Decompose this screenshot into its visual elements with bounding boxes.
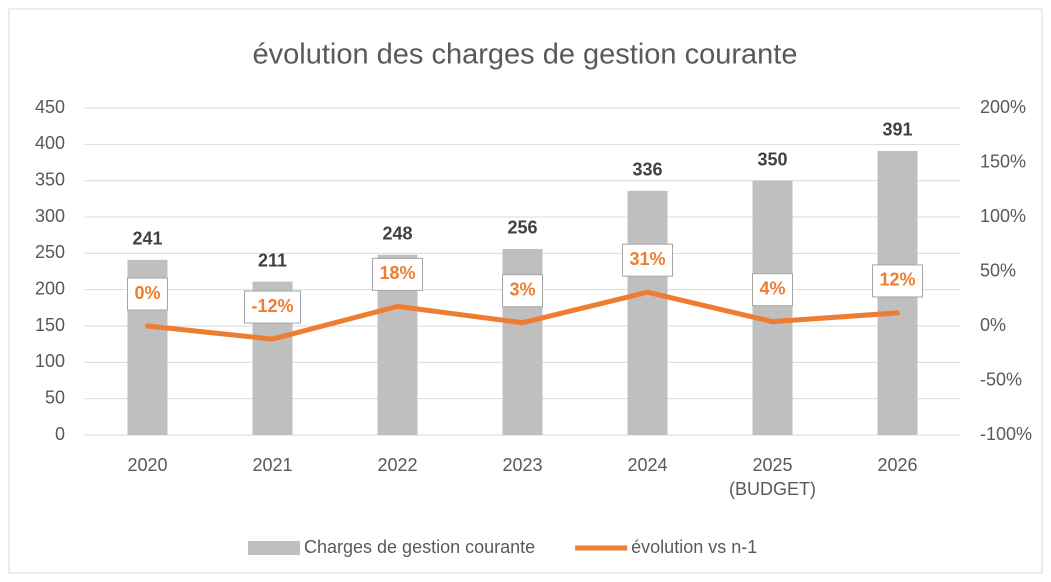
bar: [627, 190, 668, 435]
y2-tick-label: 100%: [980, 206, 1026, 226]
chart-title: évolution des charges de gestion courant…: [253, 39, 798, 71]
bar-value-label: 336: [632, 160, 662, 180]
legend-swatch: [248, 541, 300, 555]
x-tick-label: 2024: [627, 455, 668, 475]
data-label-box: [243, 290, 302, 324]
y-tick-label: 400: [35, 133, 65, 153]
line-value-label: 18%: [379, 263, 415, 283]
y2-tick-label: 150%: [980, 151, 1026, 171]
x-tick-label: 2020: [127, 455, 168, 475]
line-value-label: 3%: [509, 279, 535, 299]
y-tick-label: 50: [45, 387, 65, 407]
x-tick-label: 2023: [502, 455, 543, 475]
bar-value-label: 248: [382, 224, 412, 244]
x-tick-label: 2022: [377, 455, 418, 475]
x-tick-label: 2021: [252, 455, 293, 475]
data-label-box: [501, 274, 544, 308]
y-tick-label: 250: [35, 242, 65, 262]
data-label-box: [126, 277, 169, 311]
data-label-box: [751, 273, 794, 307]
y-tick-label: 200: [35, 278, 65, 298]
x-tick-label: 2026: [877, 455, 918, 475]
x-tick-label: 2025 (BUDGET): [729, 455, 816, 499]
bar-value-label: 211: [258, 250, 287, 270]
y-tick-label: 300: [35, 206, 65, 226]
line-value-label: 0%: [134, 283, 160, 303]
bar: [752, 180, 793, 435]
data-label-box: [371, 257, 424, 291]
y2-tick-label: 200%: [980, 97, 1026, 117]
bar-value-label: 241: [132, 229, 162, 249]
y2-tick-label: -100%: [980, 424, 1032, 444]
y-tick-label: 450: [35, 97, 65, 117]
line-value-label: 12%: [879, 270, 915, 290]
y-tick-label: 0: [55, 424, 65, 444]
bar-value-label: 391: [882, 120, 912, 140]
line-value-label: 31%: [629, 249, 665, 269]
line-value-label: -12%: [251, 296, 293, 316]
legend-label: Charges de gestion courante: [304, 537, 535, 557]
bar-value-label: 350: [757, 149, 787, 169]
bar-value-label: 256: [507, 218, 537, 238]
y-tick-label: 350: [35, 169, 65, 189]
y-tick-label: 100: [35, 351, 65, 371]
data-label-box: [871, 264, 924, 298]
y2-tick-label: 50%: [980, 260, 1016, 280]
y2-tick-label: 0%: [980, 315, 1006, 335]
y-tick-label: 150: [35, 315, 65, 335]
legend-label: évolution vs n-1: [631, 537, 757, 557]
line-value-label: 4%: [759, 278, 785, 298]
y2-tick-label: -50%: [980, 369, 1022, 389]
line: [145, 289, 900, 342]
data-label-box: [621, 243, 674, 277]
